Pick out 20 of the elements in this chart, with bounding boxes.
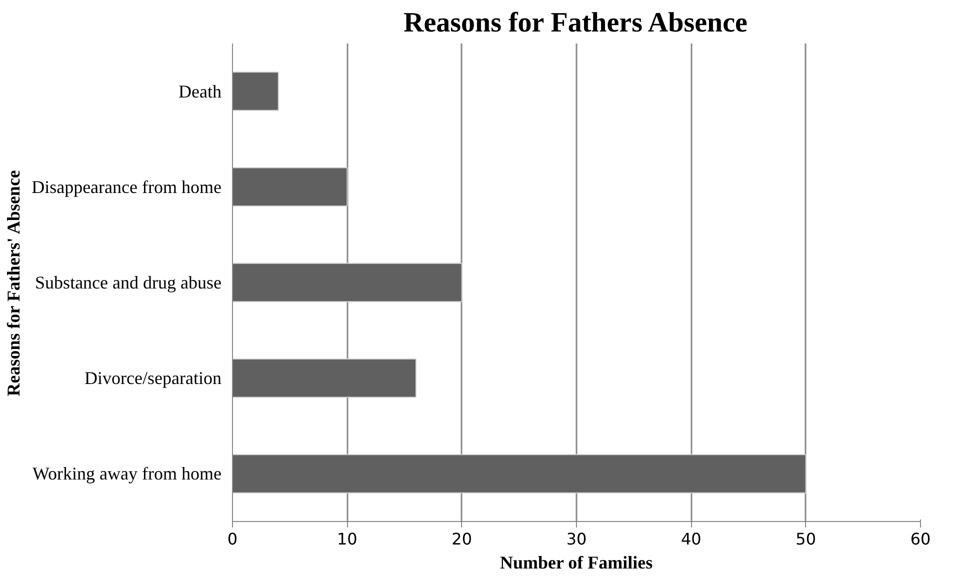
y-tick-label: Disappearance from home	[32, 176, 222, 197]
x-tick-label: 60	[910, 530, 931, 548]
bar	[232, 454, 806, 494]
y-tick-label: Substance and drug abuse	[35, 272, 222, 292]
x-tick-label: 20	[452, 530, 472, 548]
x-tick-label: 0	[227, 530, 238, 548]
y-axis-title: Reasons for Fathers' Absence	[4, 170, 24, 396]
x-tick-label: 30	[566, 530, 587, 548]
y-tick-label: Death	[178, 81, 222, 102]
bar	[232, 358, 416, 398]
y-tick-label: Divorce/separation	[84, 368, 222, 388]
y-tick-label: Working away from home	[32, 464, 222, 484]
x-tick-label: 50	[796, 530, 816, 548]
x-tick-label: 40	[680, 530, 702, 548]
bar	[232, 262, 462, 302]
bar	[232, 167, 348, 207]
x-axis-title: Number of Families	[500, 552, 653, 572]
bar	[232, 72, 279, 111]
chart-title: Reasons for Fathers Absence	[403, 8, 748, 38]
x-tick-label: 10	[336, 530, 358, 548]
